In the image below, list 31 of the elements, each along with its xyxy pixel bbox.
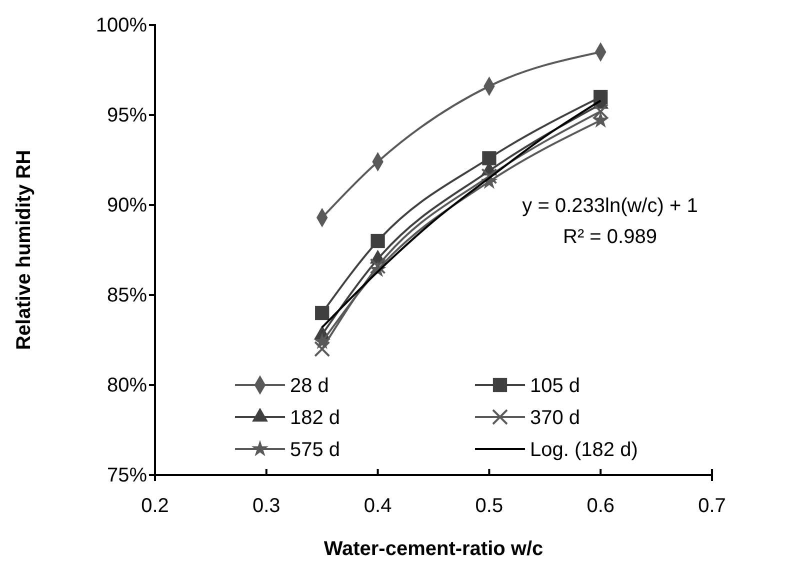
legend-label: 370 d xyxy=(530,407,580,429)
x-tick-label: 0.7 xyxy=(698,495,726,517)
point xyxy=(592,103,609,120)
annotation: R² = 0.989 xyxy=(563,226,657,248)
y-tick-label: 80% xyxy=(106,374,148,396)
y-tick-label: 100% xyxy=(96,14,148,36)
x-tick-label: 0.2 xyxy=(141,495,169,517)
y-tick-label: 95% xyxy=(106,104,148,126)
point xyxy=(314,341,330,357)
point xyxy=(370,258,386,274)
y-tick-label: 90% xyxy=(106,194,148,216)
legend-label: 575 d xyxy=(290,439,340,461)
legend-label: 28 d xyxy=(290,375,329,397)
legend-label: 105 d xyxy=(530,375,580,397)
point xyxy=(481,168,498,184)
annotation: y = 0.233ln(w/c) + 1 xyxy=(522,195,698,217)
x-tick-label: 0.5 xyxy=(475,495,504,517)
legend-label: Log. (182 d) xyxy=(530,439,638,461)
x-axis-title: Water-cement-ratio w/c xyxy=(324,538,544,560)
point xyxy=(314,332,331,350)
x-tick-label: 0.3 xyxy=(252,495,280,517)
point xyxy=(370,234,385,248)
point xyxy=(592,111,610,128)
y-tick-label: 85% xyxy=(106,284,148,306)
point xyxy=(315,306,330,320)
point xyxy=(482,151,496,166)
y-tick-label: 75% xyxy=(106,464,148,486)
x-tick-label: 0.4 xyxy=(364,495,392,517)
legend-label: 182 d xyxy=(290,407,340,429)
y-axis-title: Relative humidity RH xyxy=(13,150,35,350)
x-tick-label: 0.6 xyxy=(586,495,615,517)
